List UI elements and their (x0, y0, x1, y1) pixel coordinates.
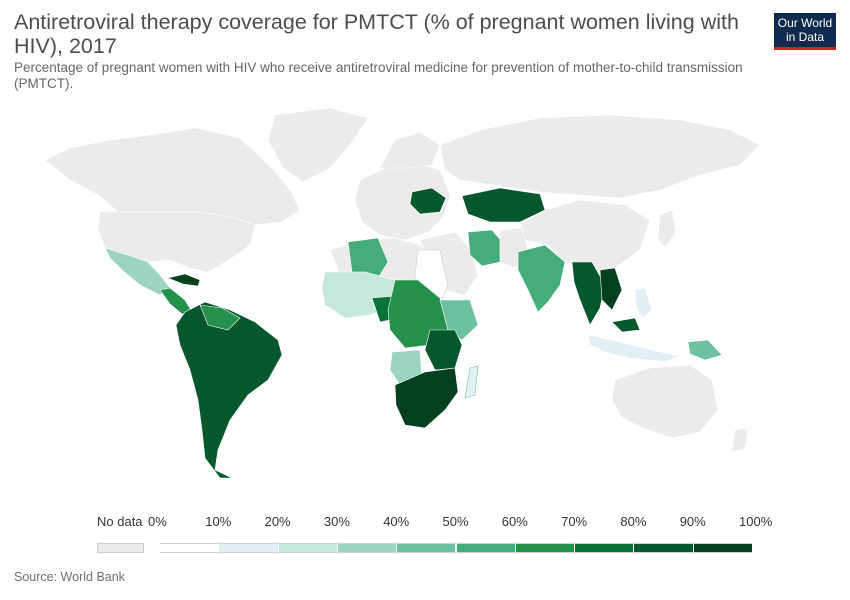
region-png[interactable] (687, 339, 723, 361)
legend-bin[interactable] (160, 543, 220, 553)
legend-bin[interactable] (575, 543, 635, 553)
chart-subtitle: Percentage of pregnant women with HIV wh… (14, 60, 743, 91)
legend-tick-label: 50% (442, 514, 469, 529)
region-south-america[interactable] (175, 301, 283, 479)
region-madagascar[interactable] (464, 365, 479, 399)
legend-tick-label: 0% (148, 514, 167, 529)
legend-tick-label: 80% (620, 514, 647, 529)
region-venezuela[interactable] (199, 304, 241, 331)
legend-bin[interactable] (634, 543, 694, 553)
legend-tick-label: 30% (323, 514, 350, 529)
legend-tick-label: 40% (383, 514, 410, 529)
region-kenya-tanzania[interactable] (424, 329, 463, 371)
region-scandinavia[interactable] (379, 131, 441, 169)
region-caribbean[interactable] (167, 273, 201, 287)
region-indochina[interactable] (599, 267, 623, 311)
legend-bin[interactable] (515, 543, 576, 553)
world-map[interactable] (0, 100, 850, 500)
legend-bin[interactable] (278, 543, 338, 553)
legend-tick-label: 70% (561, 514, 588, 529)
legend-bin[interactable] (337, 543, 398, 553)
legend-bin[interactable] (219, 543, 279, 553)
region-philippines[interactable] (634, 287, 653, 319)
legend-tick-label: 90% (679, 514, 706, 529)
legend-tick-label: 10% (205, 514, 232, 529)
legend-no-data-label: No data (97, 514, 143, 529)
legend-tick-label: 20% (264, 514, 291, 529)
legend-bin[interactable] (693, 543, 753, 553)
source-note[interactable]: Source: World Bank (14, 570, 125, 584)
region-malaysia[interactable] (611, 317, 641, 333)
region-greenland[interactable] (267, 107, 369, 183)
region-new-zealand[interactable] (731, 427, 749, 453)
legend-tick-label: 100% (739, 514, 773, 529)
logo-line-1: Our World (777, 16, 833, 30)
legend-labels: No data 0% 10% 20% 30% 40% 50% 60% 70% 80% 90% 100… (0, 514, 850, 534)
region-southern-africa[interactable] (394, 367, 459, 429)
region-central-asia[interactable] (461, 187, 546, 223)
legend-bin[interactable] (397, 543, 457, 553)
region-central-america[interactable] (159, 287, 193, 315)
region-india[interactable] (517, 244, 566, 313)
legend-bin[interactable] (456, 543, 516, 553)
owid-logo[interactable]: Our World in Data (774, 13, 836, 50)
region-ukraine[interactable] (409, 187, 447, 215)
region-myanmar-thailand[interactable] (571, 261, 606, 326)
region-algeria[interactable] (347, 237, 389, 279)
region-russia[interactable] (439, 114, 761, 199)
logo-line-2: in Data (785, 30, 825, 44)
chart-title: Antiretroviral therapy coverage for PMTC… (14, 10, 739, 58)
region-indonesia[interactable] (587, 334, 682, 363)
region-japan[interactable] (657, 209, 677, 249)
legend-tick-label: 60% (501, 514, 528, 529)
region-australia[interactable] (611, 364, 719, 439)
region-canada[interactable] (44, 127, 301, 226)
legend-no-data-swatch[interactable] (97, 543, 144, 553)
